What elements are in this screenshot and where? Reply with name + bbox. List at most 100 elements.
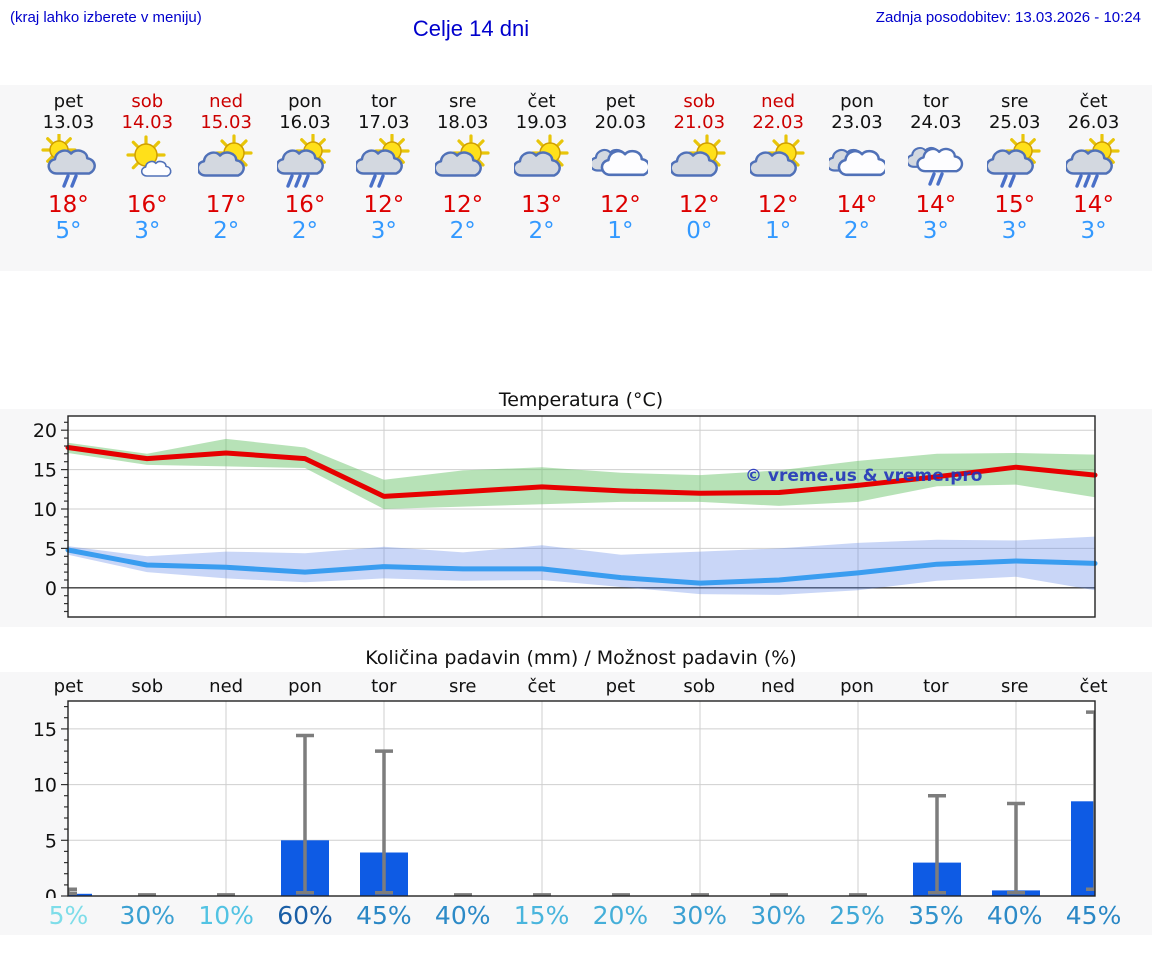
max-temperature: 12° <box>442 192 484 218</box>
svg-text:5: 5 <box>45 538 57 560</box>
precip-day-label: ned <box>761 676 796 697</box>
day-date: 26.03 <box>1067 112 1120 133</box>
forecast-day-column: sob 21.03 12° 0° <box>660 91 739 244</box>
precip-probability-label: 40% <box>434 901 491 930</box>
day-date: 17.03 <box>358 112 410 133</box>
day-date: 19.03 <box>515 112 568 133</box>
cloud-sun-icon <box>433 134 491 190</box>
forecast-strip-background <box>0 85 1152 271</box>
cloudy-icon <box>589 134 651 190</box>
watermark: © vreme.us & vreme.pro <box>745 466 983 486</box>
precip-probability-label: 20% <box>592 901 649 930</box>
max-temperature: 17° <box>205 192 247 218</box>
cloud-sun-rain-3-icon <box>275 133 333 190</box>
min-temperature: 1° <box>607 218 634 244</box>
cloud-sun-icon <box>669 134 727 190</box>
day-date: 15.03 <box>200 112 252 133</box>
day-name: sre <box>448 91 477 112</box>
day-date: 18.03 <box>436 112 489 133</box>
max-temperature: 12° <box>600 192 641 218</box>
day-date: 20.03 <box>594 112 647 133</box>
day-name: tor <box>923 91 949 112</box>
day-name: pon <box>288 91 322 112</box>
svg-text:10: 10 <box>33 775 57 797</box>
min-temperature: 3° <box>134 218 161 244</box>
cloud-sun-icon <box>196 134 254 190</box>
precip-day-label: pet <box>605 676 636 697</box>
precip-probability-label: 25% <box>829 901 885 930</box>
precipitation-chart-title: Količina padavin (mm) / Možnost padavin … <box>365 647 797 669</box>
cloudy-icon <box>826 134 888 190</box>
svg-text:15: 15 <box>33 719 57 741</box>
min-temperature: 2° <box>449 218 476 244</box>
day-name: ned <box>209 91 244 112</box>
forecast-day-column: pon 16.03 16° 2° <box>266 91 345 244</box>
last-update: Zadnja posodobitev: 13.03.2026 - 10:24 <box>875 9 1141 26</box>
svg-text:5: 5 <box>45 830 57 852</box>
day-name: pet <box>605 91 636 112</box>
day-name: čet <box>527 91 556 112</box>
forecast-day-column: sre 18.03 12° 2° <box>423 91 502 244</box>
precip-probability-label: 35% <box>908 901 964 930</box>
day-name: čet <box>1079 91 1108 112</box>
cloud-sun-rain-2-icon <box>354 133 412 190</box>
max-temperature: 16° <box>126 192 168 218</box>
day-name: sob <box>131 91 164 112</box>
page-title: Celje 14 dni <box>412 16 530 41</box>
min-temperature: 1° <box>765 218 792 244</box>
precip-day-label: sob <box>131 676 164 697</box>
sun-cloud-rain-2-icon <box>40 132 97 190</box>
day-date: 24.03 <box>910 112 962 133</box>
day-name: sob <box>683 91 716 112</box>
cloud-rain-2-icon <box>905 134 964 190</box>
day-name: pon <box>840 91 874 112</box>
day-name: tor <box>371 91 397 112</box>
precip-day-label: čet <box>527 676 556 697</box>
precip-day-label: tor <box>371 676 397 697</box>
precip-probability-label: 45% <box>356 901 412 930</box>
cloud-sun-rain-3-icon <box>1064 133 1122 190</box>
precip-day-label: čet <box>1079 676 1108 697</box>
min-temperature: 2° <box>528 218 555 244</box>
svg-text:10: 10 <box>33 499 57 521</box>
temperature-chart: 0 5 10 15 20 <box>33 415 1098 618</box>
precip-day-label: pon <box>288 676 322 697</box>
min-temperature: 3° <box>1080 218 1107 244</box>
max-temperature: 12° <box>678 192 720 218</box>
day-date: 23.03 <box>831 112 883 133</box>
cloud-sun-rain-2-icon <box>985 133 1043 190</box>
min-temperature: 3° <box>370 218 397 244</box>
precip-day-label: ned <box>209 676 244 697</box>
max-temperature: 16° <box>284 192 326 218</box>
precip-probability-label: 40% <box>986 901 1043 930</box>
min-temperature: 2° <box>291 218 319 244</box>
precip-probability-label: 30% <box>671 901 728 930</box>
forecast-day-column: ned 15.03 17° 2° <box>187 91 266 244</box>
cloud-sun-icon <box>512 134 570 190</box>
precipitation-probability-row: 5% 30% 10% 60% 45% 40% 15% 20% 30% 30% 25% 35% 40% 45… <box>29 901 1133 931</box>
precip-day-label: tor <box>923 676 949 697</box>
min-temperature: 5° <box>55 218 82 244</box>
precip-probability-label: 30% <box>119 901 176 930</box>
max-temperature: 15° <box>994 192 1036 218</box>
max-temperature: 13° <box>521 192 562 218</box>
day-name: sre <box>1000 91 1029 112</box>
forecast-day-column: tor 17.03 12° 3° <box>344 91 423 244</box>
max-temperature: 12° <box>363 192 405 218</box>
svg-text:0: 0 <box>45 886 57 898</box>
day-date: 13.03 <box>42 112 95 133</box>
min-temperature: 0° <box>686 218 713 244</box>
forecast-day-column: čet 26.03 14° 3° <box>1054 91 1133 244</box>
day-date: 14.03 <box>121 112 174 133</box>
day-name: pet <box>53 91 84 112</box>
sun-small-cloud-icon <box>119 134 175 190</box>
precip-probability-label: 30% <box>750 901 806 930</box>
precipitation-day-labels: pet sob ned pon tor sre čet pet sob ned pon tor sre č… <box>29 676 1133 697</box>
min-temperature: 3° <box>1001 218 1028 244</box>
precip-day-label: pet <box>53 676 84 697</box>
precip-probability-label: 60% <box>277 901 333 930</box>
precip-probability-label: 10% <box>198 901 254 930</box>
day-date: 25.03 <box>988 112 1041 133</box>
precipitation-chart: 0 5 10 15 <box>33 700 1096 898</box>
